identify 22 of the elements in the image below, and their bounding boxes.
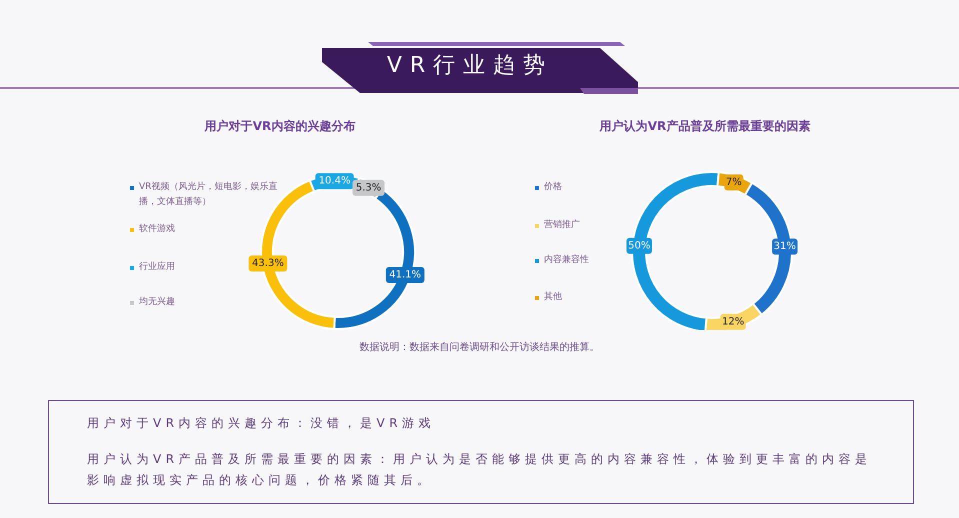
legend-label: 价格 <box>544 180 562 194</box>
legend-label: 其他 <box>544 290 562 304</box>
legend-label: 软件游戏 <box>139 222 175 236</box>
text: 用户认为VR产品普及所需最重要的因素：用户认为是否能够提供更高的内容兼容性，体验到更丰富的内容是影响虚拟现实产品的核心问题，价格紧随其后。 <box>87 451 873 489</box>
data-label: 5.3% <box>356 182 382 194</box>
data-label: 43.3% <box>252 258 284 270</box>
legend-label: 均无兴趣 <box>139 296 175 309</box>
text: VR行业趋势 <box>386 52 554 80</box>
chart-title: 用户认为VR产品普及所需最重要的因素 <box>598 118 812 135</box>
data-label: 12% <box>722 316 744 328</box>
data-label: 7% <box>726 176 742 188</box>
legend-label: VR视频（风光片，短电影，娱乐直播，文体直播等） <box>139 180 278 209</box>
legend-label: 营销推广 <box>544 218 580 232</box>
legend-label: 内容兼容性 <box>544 254 589 267</box>
data-label: 10.4% <box>318 176 350 187</box>
chart-title: 用户对于VR内容的兴趣分布 <box>204 118 356 135</box>
text: 数据说明：数据来自问卷调研和公开访谈结果的推算。 <box>358 340 600 354</box>
data-label: 31% <box>774 241 796 252</box>
data-label: 50% <box>628 240 650 252</box>
text: 用户对于VR内容的兴趣分布：没错，是VR游戏 <box>87 415 436 432</box>
legend-label: 行业应用 <box>139 260 175 274</box>
data-label: 41.1% <box>389 270 422 281</box>
